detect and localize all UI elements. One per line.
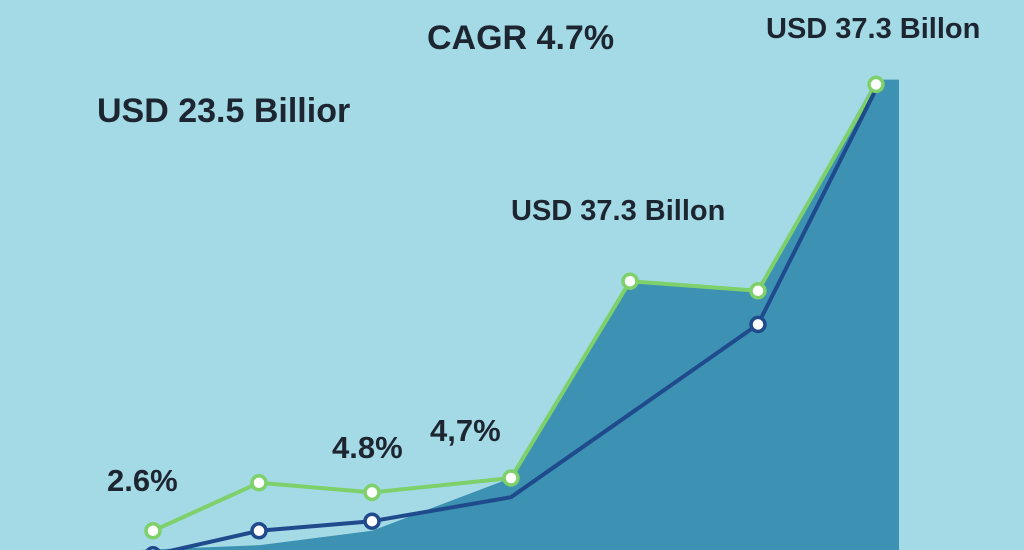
data-point-s0-6: [867, 75, 885, 94]
annotation-mid: USD 37.3 Billon: [511, 195, 725, 227]
data-point-s0-1: [250, 474, 268, 492]
data-point-s0-5: [749, 282, 767, 300]
annotation-left: USD 23.5 Billior: [97, 92, 350, 130]
data-point-s0-0: [144, 522, 162, 540]
data-point-s0-2: [363, 483, 381, 502]
data-point-s1-5: [749, 315, 767, 334]
area-fill: [139, 79, 899, 550]
annotation-pct-3: 2.6%: [107, 463, 178, 498]
annotation-pct-2: 4,7%: [430, 413, 501, 448]
series-line-1: [165, 87, 878, 550]
data-point-s1-0: [145, 546, 161, 550]
data-point-s0-4: [621, 272, 639, 290]
cagr-label: CAGR 4.7%: [427, 19, 614, 57]
annotation-pct-1: 4.8%: [332, 430, 403, 465]
annotation-top-right: USD 37.3 Billon: [766, 13, 980, 45]
data-point-s1-2: [363, 512, 381, 530]
data-point-s1-1: [250, 522, 268, 540]
data-point-s0-3: [502, 469, 520, 487]
